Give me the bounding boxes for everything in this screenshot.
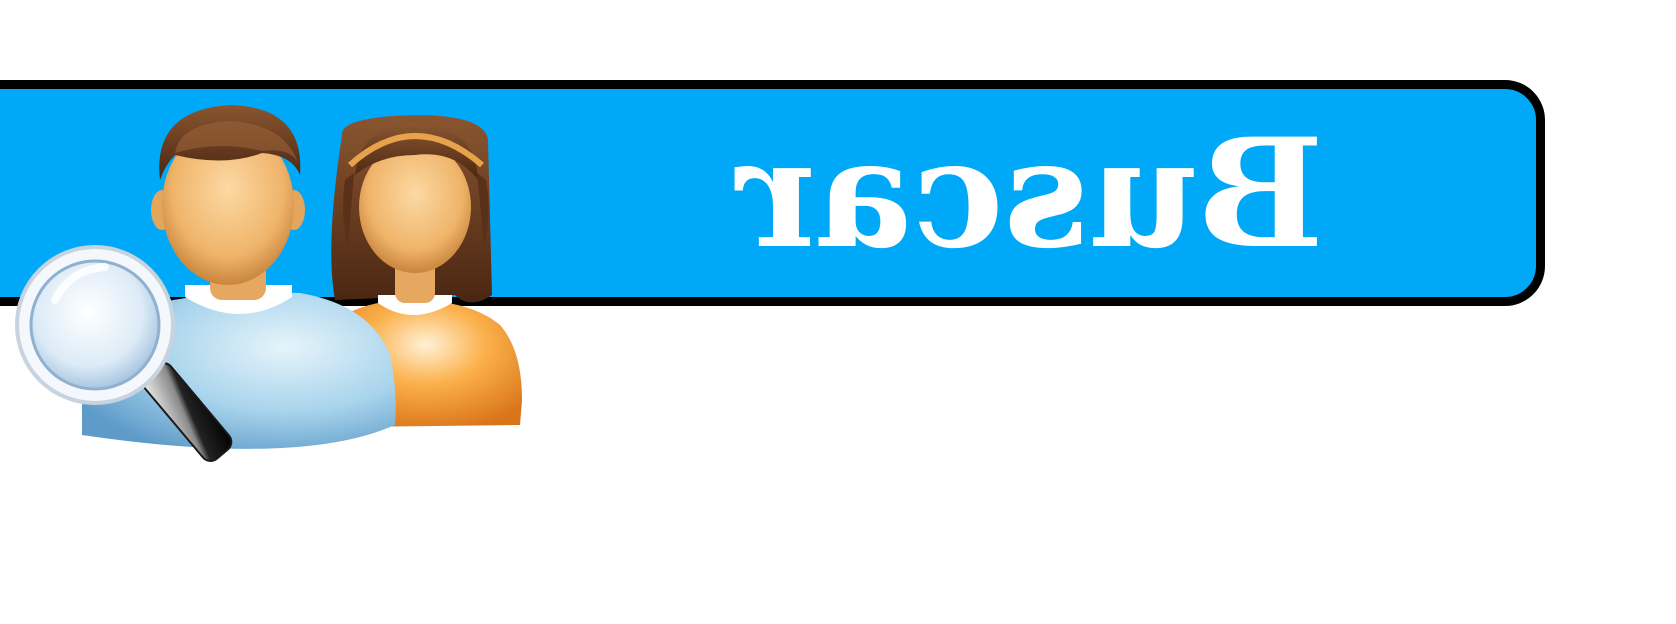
woman-figure — [330, 115, 522, 427]
user-search-icon — [15, 105, 522, 462]
search-button-label: Buscar — [736, 106, 1324, 282]
magnifying-glass-icon — [15, 245, 233, 462]
